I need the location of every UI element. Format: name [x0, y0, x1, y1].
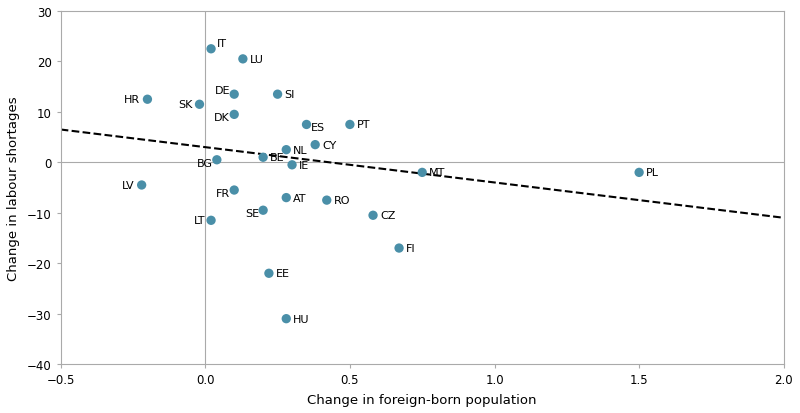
Text: AT: AT — [294, 193, 306, 203]
Text: FR: FR — [216, 188, 230, 198]
Point — [309, 142, 322, 149]
Y-axis label: Change in labour shortages: Change in labour shortages — [7, 96, 20, 280]
Text: FI: FI — [406, 243, 416, 254]
Point — [343, 122, 356, 128]
Text: RO: RO — [334, 196, 350, 206]
Point — [271, 92, 284, 98]
Point — [228, 187, 241, 194]
Point — [262, 271, 275, 277]
Text: DE: DE — [214, 86, 230, 96]
Point — [210, 157, 223, 164]
Point — [300, 122, 313, 128]
Text: BG: BG — [197, 158, 213, 168]
Text: EE: EE — [276, 268, 290, 279]
Text: DK: DK — [214, 113, 230, 123]
Text: SK: SK — [178, 100, 193, 110]
Text: PL: PL — [646, 168, 659, 178]
Text: LT: LT — [194, 216, 206, 226]
Point — [135, 182, 148, 189]
Point — [257, 207, 270, 214]
Text: HU: HU — [294, 314, 310, 324]
Point — [280, 316, 293, 322]
Point — [633, 170, 646, 176]
Point — [237, 57, 250, 63]
Point — [416, 170, 429, 176]
Point — [280, 147, 293, 154]
Text: IE: IE — [299, 160, 310, 171]
Text: IT: IT — [217, 39, 226, 49]
Text: LU: LU — [250, 55, 264, 65]
Point — [280, 195, 293, 202]
Point — [366, 212, 379, 219]
Text: CY: CY — [322, 140, 336, 150]
Text: NL: NL — [294, 145, 308, 155]
Point — [205, 46, 218, 53]
Text: HR: HR — [124, 95, 141, 105]
Text: MT: MT — [429, 168, 446, 178]
Point — [193, 102, 206, 108]
Point — [205, 218, 218, 224]
Text: SI: SI — [285, 90, 295, 100]
Point — [257, 154, 270, 161]
Text: LV: LV — [122, 180, 134, 190]
Text: SE: SE — [245, 209, 259, 218]
Text: BE: BE — [270, 153, 285, 163]
Point — [228, 112, 241, 119]
Point — [393, 245, 406, 252]
Point — [228, 92, 241, 98]
X-axis label: Change in foreign-born population: Change in foreign-born population — [307, 393, 537, 406]
Text: PT: PT — [357, 120, 370, 130]
Text: CZ: CZ — [380, 211, 395, 221]
Point — [320, 197, 333, 204]
Point — [286, 162, 298, 169]
Text: ES: ES — [310, 123, 325, 133]
Point — [141, 97, 154, 103]
